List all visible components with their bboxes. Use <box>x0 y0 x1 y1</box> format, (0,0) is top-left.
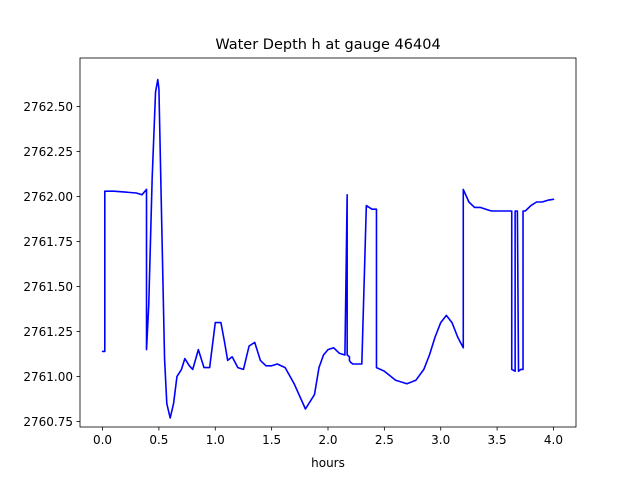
x-tick-label: 0.0 <box>93 433 112 447</box>
x-tick-label: 3.0 <box>431 433 450 447</box>
x-tick-label: 2.5 <box>375 433 394 447</box>
y-tick-label: 2761.25 <box>23 325 73 339</box>
plot-area <box>101 78 555 419</box>
x-tick-label: 2.0 <box>318 433 337 447</box>
axes: 0.0 0.5 1.0 1.5 2.0 2.5 3.0 3.5 4.0 2760.75 2761.0… <box>23 57 577 447</box>
x-tick-label: 4.0 <box>544 433 563 447</box>
y-tick-label: 2761.00 <box>23 370 73 384</box>
x-axis-label: hours <box>311 456 345 470</box>
x-tick-label: 1.0 <box>206 433 225 447</box>
y-tick-label: 2761.75 <box>23 235 73 249</box>
x-tick-label: 3.5 <box>488 433 507 447</box>
chart-title: Water Depth h at gauge 46404 <box>215 37 440 53</box>
series-line-0 <box>101 78 555 419</box>
y-tick-label: 2761.50 <box>23 280 73 294</box>
x-tick-label: 1.5 <box>262 433 281 447</box>
y-tick-label: 2762.00 <box>23 190 73 204</box>
y-tick-label: 2762.25 <box>23 145 73 159</box>
x-tick-label: 0.5 <box>149 433 168 447</box>
y-tick-label: 2762.50 <box>23 100 73 114</box>
y-tick-label: 2760.75 <box>23 415 73 429</box>
